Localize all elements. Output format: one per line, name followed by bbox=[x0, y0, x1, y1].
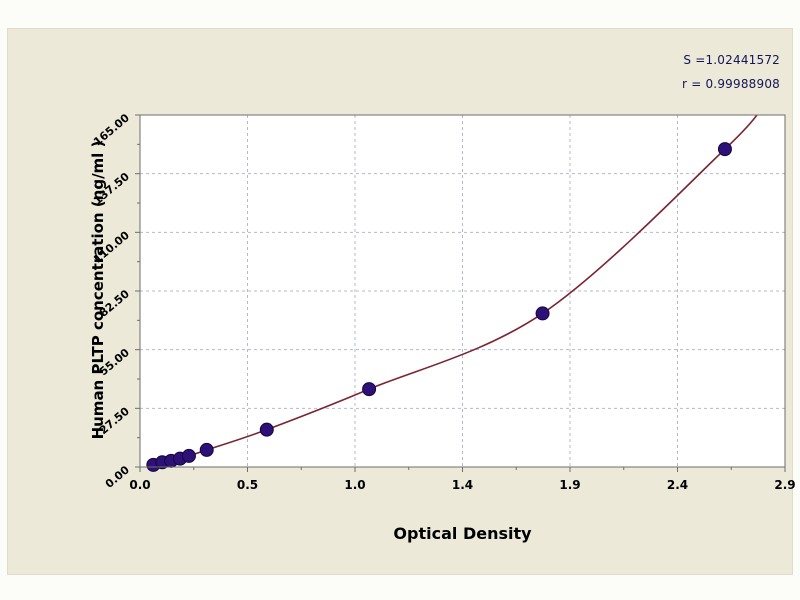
x-tick-label: 1.9 bbox=[559, 478, 580, 492]
data-point bbox=[259, 422, 274, 437]
stat-s-value: S =1.02441572 bbox=[683, 53, 780, 67]
data-point bbox=[199, 442, 214, 457]
data-point bbox=[362, 382, 377, 397]
x-tick-label: 2.4 bbox=[667, 478, 688, 492]
x-axis-title: Optical Density bbox=[393, 524, 532, 543]
x-tick-label: 0.5 bbox=[237, 478, 258, 492]
y-tick-label: 0.00 bbox=[103, 463, 132, 491]
x-tick-label: 2.9 bbox=[774, 478, 795, 492]
data-point bbox=[717, 142, 732, 157]
x-tick-label: 0.0 bbox=[129, 478, 150, 492]
data-point bbox=[181, 448, 196, 463]
fit-statistics: S =1.02441572 r = 0.99988908 bbox=[682, 48, 780, 96]
y-axis-title: Human PLTP concentration (ng/ml ) bbox=[89, 140, 107, 440]
data-point bbox=[535, 306, 550, 321]
x-tick-label: 1.0 bbox=[344, 478, 365, 492]
x-tick-label: 1.4 bbox=[452, 478, 473, 492]
stat-r-value: r = 0.99988908 bbox=[682, 77, 780, 91]
